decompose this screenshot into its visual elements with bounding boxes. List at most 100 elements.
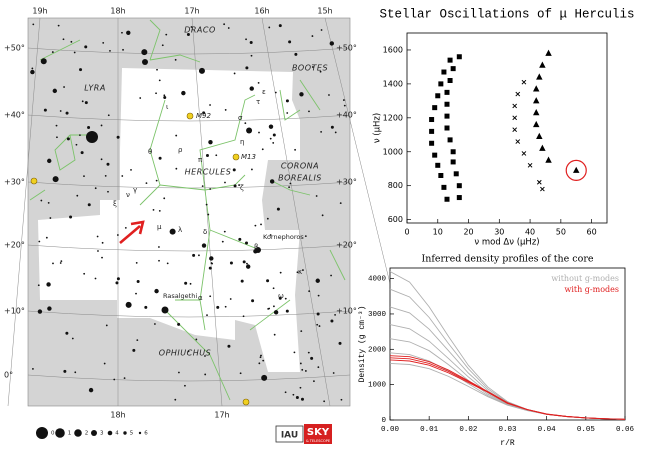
- star: [69, 215, 73, 219]
- x-tick-label: 40: [525, 228, 535, 237]
- star: [209, 295, 212, 298]
- star: [206, 314, 208, 317]
- star: [334, 313, 336, 316]
- x-tick-label: 50: [556, 228, 566, 237]
- star: [63, 369, 67, 373]
- x-tick-label: 60: [587, 228, 597, 237]
- star: [94, 277, 97, 280]
- map-label: 15h: [317, 7, 332, 16]
- star: [161, 306, 169, 314]
- star: [116, 277, 120, 281]
- star: [51, 51, 54, 53]
- triangle-marker: [545, 49, 552, 56]
- map-label: η: [240, 138, 244, 146]
- square-marker: [441, 184, 447, 190]
- star: [105, 324, 108, 327]
- cross-marker: [512, 103, 518, 109]
- star: [107, 190, 109, 193]
- star: [63, 86, 65, 88]
- star: [209, 104, 211, 106]
- star: [316, 323, 319, 326]
- star: [320, 131, 323, 133]
- star: [96, 235, 99, 238]
- cluster-symbol: [30, 177, 38, 185]
- star: [141, 49, 148, 56]
- star: [317, 294, 320, 297]
- star: [208, 266, 212, 270]
- logo-box: [304, 424, 332, 444]
- constellation-line: [329, 249, 346, 281]
- star: [272, 287, 275, 290]
- x-tick-label: 30: [494, 228, 504, 237]
- star: [174, 58, 177, 61]
- constellation-line: [149, 19, 161, 61]
- constellation-line: [54, 134, 76, 171]
- star: [245, 38, 247, 41]
- y-tick-label: 1200: [383, 113, 403, 122]
- star: [293, 351, 296, 354]
- square-marker: [456, 183, 462, 189]
- magnitude-dot: [123, 431, 127, 435]
- map-label: 0: [51, 431, 55, 437]
- y-tick-label: 600: [388, 215, 403, 224]
- star: [266, 279, 270, 283]
- star: [97, 250, 99, 252]
- square-marker: [441, 69, 447, 75]
- dec-grid-line: [27, 374, 351, 382]
- magnitude-dot: [55, 428, 65, 438]
- star: [251, 299, 255, 303]
- star: [161, 44, 164, 47]
- star: [223, 230, 226, 233]
- square-marker: [453, 171, 459, 177]
- star: [66, 137, 70, 141]
- star: [32, 368, 34, 370]
- star: [145, 182, 148, 185]
- star: [152, 208, 155, 211]
- star: [308, 110, 310, 113]
- star: [121, 31, 123, 34]
- star: [238, 237, 242, 241]
- star: [142, 59, 148, 65]
- star: [288, 186, 291, 189]
- star: [268, 124, 274, 129]
- star: [158, 79, 161, 82]
- star: [163, 197, 166, 200]
- star: [250, 54, 253, 57]
- magnitude-dot: [107, 430, 113, 436]
- star: [59, 110, 62, 112]
- star: [317, 366, 320, 369]
- cross-marker: [527, 162, 533, 168]
- y-tick-label: 1000: [368, 382, 387, 390]
- star: [300, 397, 304, 401]
- map-label: +10°: [336, 307, 357, 316]
- magnitude-dot: [91, 430, 97, 436]
- star: [205, 203, 208, 206]
- y-tick-label: 800: [388, 181, 403, 190]
- star: [292, 393, 295, 396]
- map-label: +50°: [336, 44, 357, 53]
- map-label: 16h: [254, 7, 269, 16]
- triangle-marker: [533, 109, 540, 116]
- triangle-marker: [533, 97, 540, 104]
- magnitude-dot: [74, 429, 82, 437]
- star: [330, 274, 332, 277]
- star: [136, 339, 139, 342]
- star: [328, 94, 330, 96]
- map-label: HERCULES: [185, 168, 232, 177]
- star: [255, 247, 261, 253]
- star: [242, 315, 245, 318]
- star: [106, 162, 110, 166]
- y-tick-label: 1600: [383, 45, 403, 54]
- magnitude-dot: [138, 431, 142, 435]
- star: [47, 202, 50, 204]
- star: [330, 319, 334, 323]
- star: [184, 384, 186, 387]
- star: [40, 199, 43, 202]
- star: [109, 49, 111, 52]
- cluster-symbol: [242, 398, 250, 406]
- map-label: β: [254, 243, 258, 251]
- star: [201, 243, 207, 248]
- star: [135, 262, 138, 264]
- star: [74, 371, 77, 374]
